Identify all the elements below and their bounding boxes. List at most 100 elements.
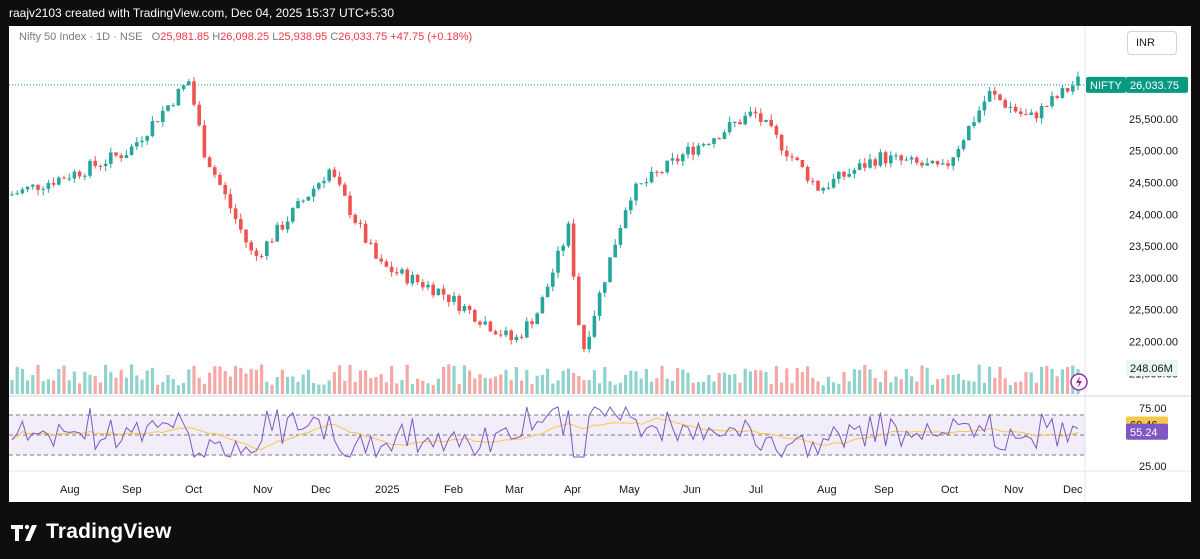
candle-body [155,121,160,123]
candle-body [800,159,805,167]
volume-bar [821,385,825,394]
volume-bar [972,381,976,394]
candle-body [842,171,846,177]
volume-bar [920,365,924,394]
candle-body [415,274,420,283]
volume-bar [811,377,815,394]
volume-bar [676,368,680,394]
candle-body [218,174,222,185]
candle-body [951,157,955,166]
candle-body [592,315,597,337]
candle-body [291,208,295,222]
candle-body [551,272,555,287]
candle-body [358,222,363,224]
candle-body [171,105,175,107]
candle-body [618,228,623,245]
symbol-name[interactable]: Nifty 50 Index · 1D · NSE [19,31,143,43]
volume-bar [613,384,617,394]
price-chart[interactable]: 25,500.00 25,000.00 24,500.00 24,000.00 23,5… [9,26,1191,502]
volume-bar [62,365,66,394]
time-axis-label: May [619,484,640,496]
close-label: C [330,31,339,43]
candle-body [738,121,742,125]
volume-bar [114,377,118,394]
price-tick-label: 25,000.00 [1129,146,1178,158]
candle-body [785,150,789,157]
chart-panel[interactable]: 25,500.00 25,000.00 24,500.00 24,000.00 23,5… [9,26,1191,502]
low-label: L [272,31,279,43]
volume-bar [343,380,347,394]
candle-body [1024,113,1028,115]
volume-bar [525,369,529,394]
time-axis-label: Nov [1004,484,1024,496]
candle-body [691,146,695,155]
volume-bar [150,367,154,394]
candle-body [285,221,290,230]
high-label: H [212,31,221,43]
candle-body [473,310,477,322]
time-axis-label: Dec [311,484,331,496]
candle-body [265,241,269,257]
candle-body [982,101,987,111]
candle-body [161,110,165,122]
volume-bar [239,367,243,394]
candle-body [748,111,753,116]
volume-bar [702,381,706,394]
candle-body [296,201,300,209]
candle-body [665,160,669,173]
currency-button[interactable]: INR [1127,31,1177,55]
candle-body [649,171,654,183]
candle-body [582,325,586,350]
tradingview-brand: TradingView [46,520,172,543]
tradingview-logo: TradingView [11,519,172,545]
candle-body [660,172,664,174]
volume-bar [665,378,669,394]
volume-bar [962,379,966,394]
candle-body [733,121,737,123]
candle-body [956,148,961,158]
candle-body [436,288,441,296]
candle-body [1060,88,1065,98]
candle-body [462,306,467,312]
volume-bar [31,375,35,394]
candle-body [753,111,758,114]
candle-body [405,269,409,284]
volume-bar [124,377,128,394]
volume-bar [873,378,877,394]
candle-body [904,159,909,161]
candle-body [821,188,825,191]
volume-bar [1003,378,1007,394]
candle-body [25,186,30,190]
volume-bar [499,374,503,394]
candle-body [852,169,857,174]
volume-bar [312,383,316,394]
volume-bar [223,371,227,394]
volume-bar [930,384,934,394]
candle-body [837,171,841,179]
volume-bar [36,364,40,394]
volume-bar [20,368,24,394]
volume-bar [244,373,248,394]
price-tick-label: 24,500.00 [1129,177,1178,189]
volume-bar [717,372,721,394]
volume-bar [691,382,695,394]
candle-body [140,140,144,143]
volume-bar [582,380,586,394]
time-axis-label: Jun [683,484,701,496]
volume-bar [218,366,222,394]
time-axis-label: Aug [60,484,80,496]
candle-body [608,257,612,283]
candle-body [530,321,534,325]
volume-bar [483,377,487,394]
volume-bar [842,371,846,394]
candle-body [857,163,862,170]
volume-bar [171,379,175,394]
candle-body [181,85,186,90]
volume-bar [988,366,992,394]
candle-body [103,163,108,167]
time-axis-label: Aug [817,484,837,496]
candle-body [119,155,123,158]
volume-bar [395,383,399,394]
low-value: 25,938.95 [278,31,328,43]
candle-body [36,184,40,190]
